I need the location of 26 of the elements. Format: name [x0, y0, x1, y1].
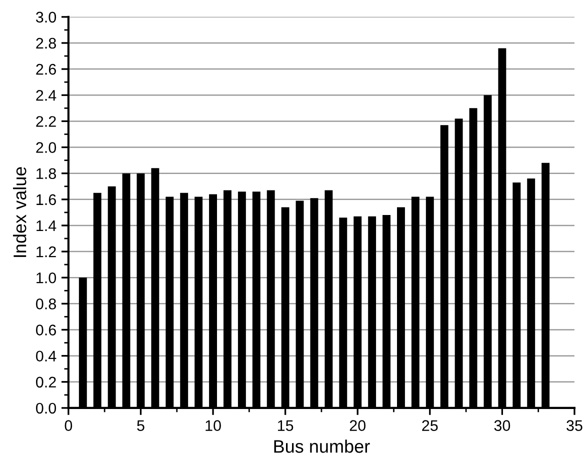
y-tick-label: 2.4 — [36, 90, 56, 101]
y-tick-label: 0.0 — [36, 402, 56, 414]
x-tick-label: 0 — [64, 420, 72, 431]
x-axis-title: Bus number — [274, 440, 370, 453]
y-tick-label: 2.2 — [36, 116, 56, 127]
y-tick-label: 2.6 — [36, 64, 56, 75]
y-tick-label: 0.8 — [36, 298, 56, 310]
y-tick-label: 1.6 — [36, 194, 56, 206]
y-axis-title: Index value — [13, 167, 26, 257]
y-tick-label: 1.4 — [36, 220, 56, 232]
x-tick-label: 25 — [422, 420, 438, 431]
x-tick-label: 35 — [566, 420, 582, 431]
y-tick-label: 3.0 — [36, 12, 56, 23]
y-tick-label: 2.0 — [36, 142, 56, 153]
y-tick-label: 1.8 — [36, 168, 56, 180]
x-tick-label: 20 — [350, 420, 366, 431]
x-tick-label: 10 — [206, 420, 221, 431]
y-tick-label: 0.2 — [36, 376, 56, 388]
x-tick-label: 30 — [494, 420, 510, 431]
y-tick-label: 2.8 — [36, 38, 56, 49]
y-tick-label: 1.0 — [36, 272, 56, 284]
y-tick-label: 0.6 — [36, 324, 56, 336]
x-tick-label: 15 — [278, 420, 294, 431]
x-tick-label: 5 — [137, 420, 144, 431]
y-tick-label: 1.2 — [36, 246, 56, 258]
y-tick-label: 0.4 — [36, 350, 56, 362]
